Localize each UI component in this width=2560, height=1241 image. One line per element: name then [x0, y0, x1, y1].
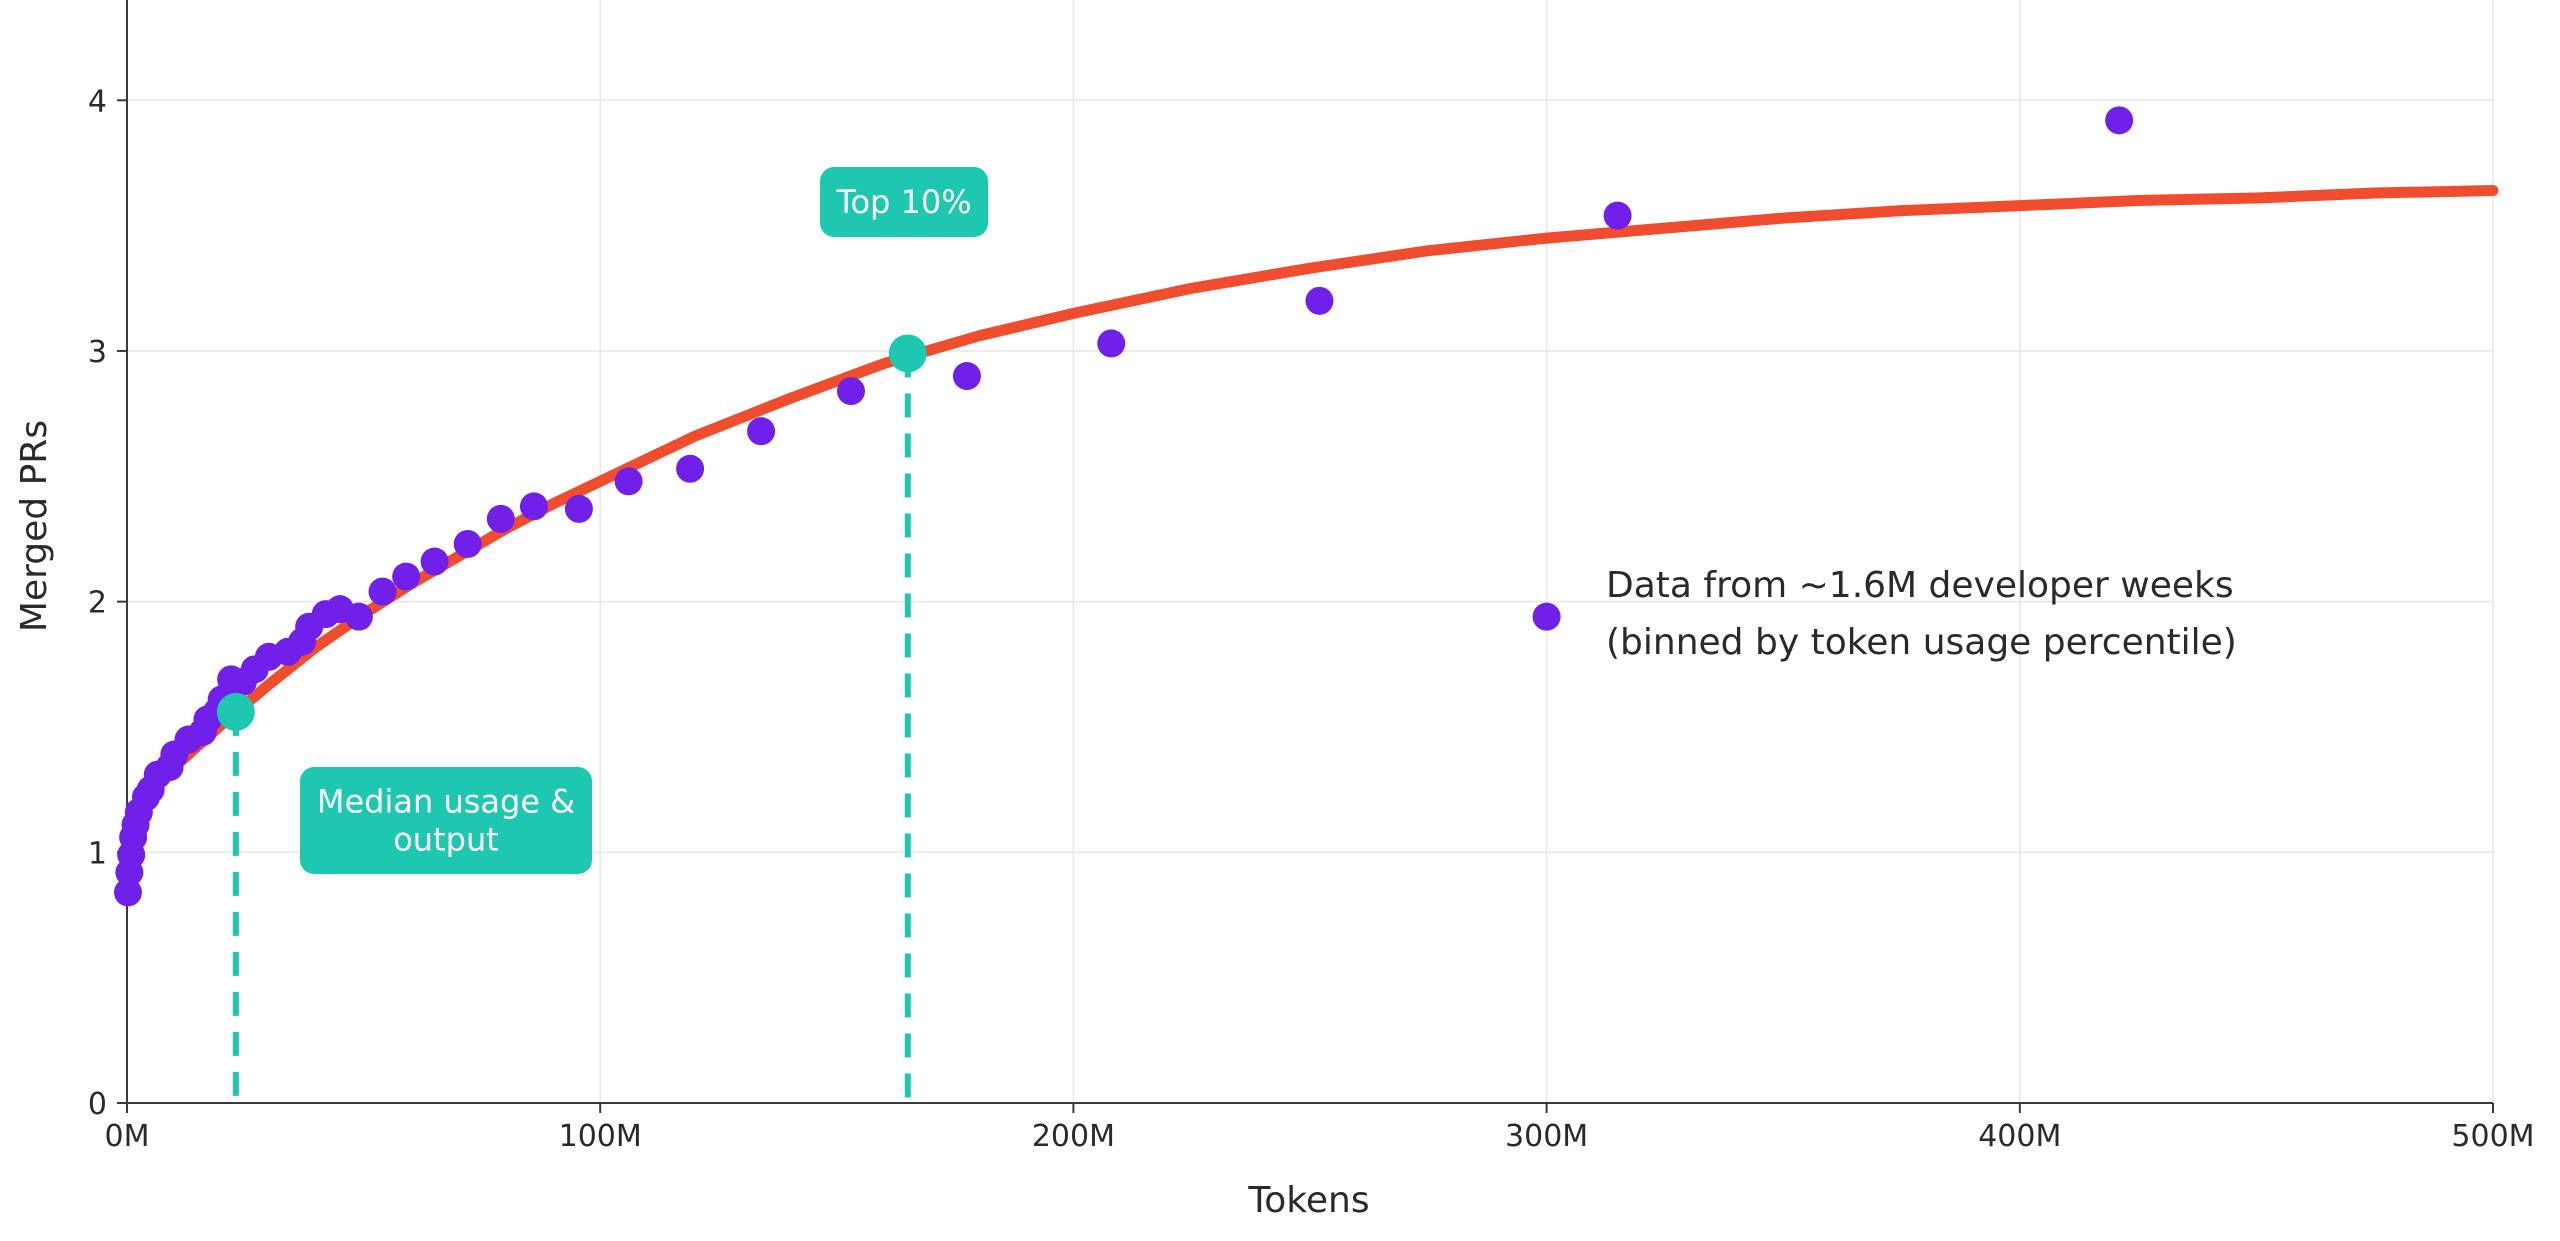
data-point — [564, 494, 593, 523]
y-tick-label: 3 — [88, 335, 107, 370]
x-axis-title: Tokens — [1247, 1180, 1369, 1221]
data-point — [1532, 602, 1561, 631]
callout-label: output — [393, 821, 499, 859]
data-point — [747, 417, 776, 446]
legend: Data from ~1.6M developer weeks (binned b… — [1606, 565, 2237, 663]
data-point — [368, 577, 397, 606]
y-axis-title: Merged PRs — [14, 420, 55, 632]
highlight-guides — [232, 353, 911, 1103]
highlight-point — [888, 334, 927, 373]
data-point — [614, 467, 643, 496]
legend-text: Data from ~1.6M developer weeks — [1606, 565, 2234, 606]
y-tick-label: 0 — [88, 1087, 107, 1122]
data-point — [344, 602, 373, 631]
data-point — [2105, 106, 2134, 135]
data-point — [676, 454, 705, 483]
data-point — [519, 492, 548, 521]
callouts: Median usage &output Top 10% — [300, 167, 988, 874]
callout-label: Median usage & — [317, 783, 575, 821]
callout-box — [300, 767, 592, 874]
highlight-markers — [216, 334, 927, 731]
x-tick-label: 200M — [1032, 1119, 1115, 1154]
grid-lines — [127, 0, 2494, 1103]
x-tick-label: 300M — [1505, 1119, 1588, 1154]
data-point — [836, 377, 865, 406]
data-point — [952, 362, 981, 391]
y-tick-label: 2 — [88, 586, 107, 621]
data-point — [486, 504, 515, 533]
tick-labels: 0M 100M 200M 300M 400M 500M 0 1 2 3 4 — [88, 84, 2535, 1154]
x-tick-label: 100M — [559, 1119, 642, 1154]
data-point — [392, 562, 421, 591]
data-points — [113, 106, 2134, 907]
axes — [126, 0, 2493, 1104]
data-point — [453, 529, 482, 558]
data-point — [420, 547, 449, 576]
x-tick-label: 0M — [105, 1119, 150, 1154]
data-point — [1305, 286, 1334, 315]
x-tick-label: 400M — [1978, 1119, 2061, 1154]
data-point — [1097, 329, 1126, 358]
data-point — [113, 878, 142, 907]
data-point — [1603, 201, 1632, 230]
legend-text: (binned by token usage percentile) — [1606, 622, 2237, 663]
fit-curve — [126, 185, 2499, 826]
x-tick-label: 500M — [2451, 1119, 2534, 1154]
callout-box — [820, 167, 988, 237]
fit-curve-group — [126, 185, 2499, 826]
highlight-point — [216, 692, 255, 731]
y-tick-label: 1 — [88, 836, 107, 871]
callout-label: Top 10% — [835, 183, 971, 221]
y-tick-label: 4 — [88, 84, 107, 119]
